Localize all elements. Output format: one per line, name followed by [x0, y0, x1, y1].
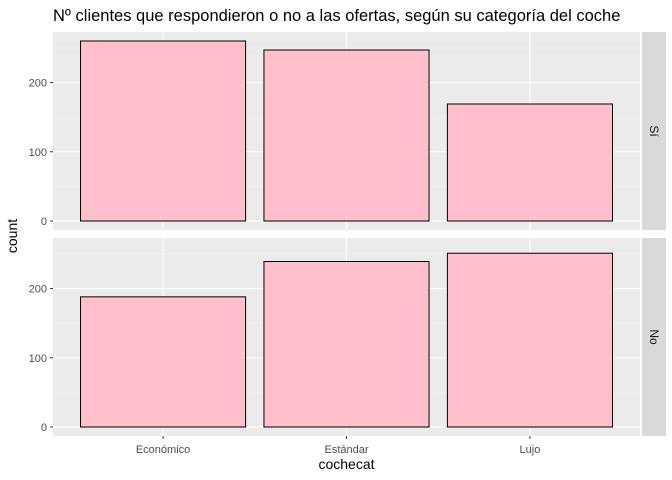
- chart-title: Nº clientes que respondieron o no a las …: [53, 7, 620, 25]
- facet-panel-0: 0 100 200 Sí: [29, 32, 666, 230]
- bar-0-2: [446, 103, 613, 222]
- y-tick-label: 0: [41, 216, 47, 228]
- x-axis-title: cochecat: [318, 456, 374, 472]
- x-axis-ticks: Económico Estándar Lujo: [136, 436, 540, 456]
- y-tick-label: 200: [29, 78, 47, 90]
- y-tick-label: 0: [41, 422, 47, 434]
- x-tick-label: Lujo: [520, 444, 541, 456]
- facet-strip: [642, 238, 666, 436]
- facet-strip-label: No: [647, 329, 661, 345]
- y-tick-label: 100: [29, 147, 47, 159]
- bar-1-2: [446, 252, 613, 428]
- y-tick-label: 100: [29, 353, 47, 365]
- facet-strip: [642, 32, 666, 230]
- bar-1-0: [80, 296, 247, 428]
- y-tick-label: 200: [29, 284, 47, 296]
- facet-panels: 0 100 200 Sí 0 100 200 No: [29, 32, 666, 436]
- bar-0-0: [80, 40, 247, 222]
- bar-0-1: [263, 49, 430, 222]
- x-tick-label: Estándar: [324, 444, 368, 456]
- bar-1-1: [263, 261, 430, 428]
- facet-panel-1: 0 100 200 No: [29, 238, 666, 436]
- facet-strip-label: Sí: [647, 125, 661, 137]
- y-axis-title: count: [4, 219, 20, 253]
- x-tick-label: Económico: [136, 444, 190, 456]
